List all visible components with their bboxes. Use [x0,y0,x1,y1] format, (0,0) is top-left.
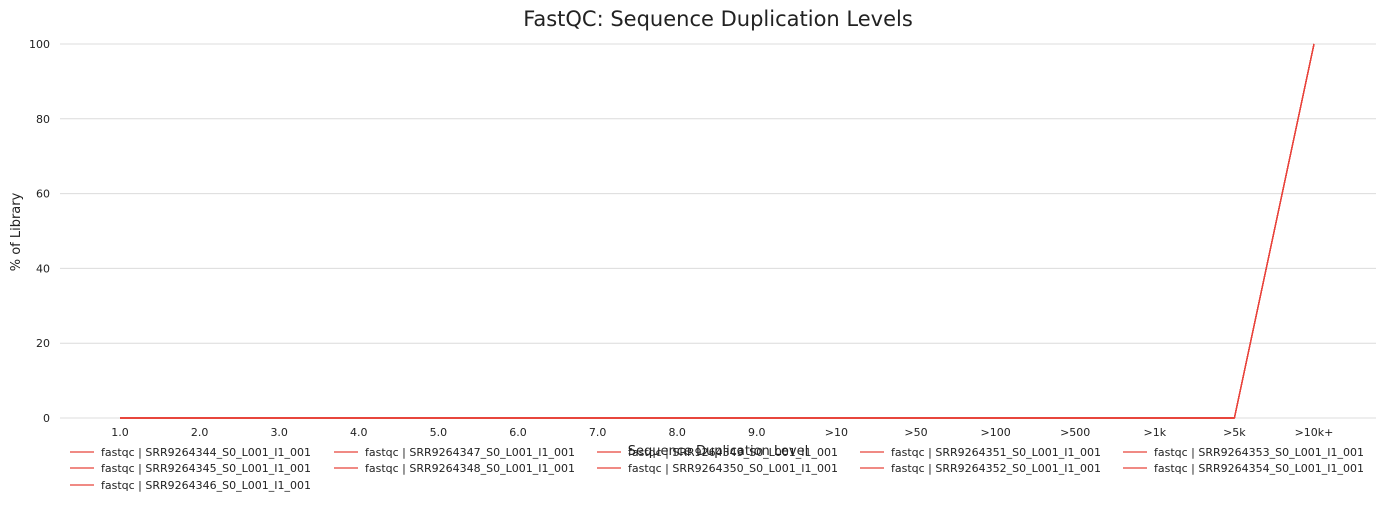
legend-label: fastqc | SRR9264352_S0_L001_I1_001 [891,462,1101,475]
x-tick-label: 8.0 [668,426,686,439]
series-lines [120,43,1315,419]
x-tick-label: 9.0 [748,426,766,439]
legend-item[interactable]: fastqc | SRR9264345_S0_L001_I1_001 [70,462,311,475]
series-line [120,43,1315,419]
legend-label: fastqc | SRR9264344_S0_L001_I1_001 [101,446,311,459]
x-tick-label: 2.0 [191,426,209,439]
x-tick-label: >10k+ [1295,426,1334,439]
series-line [120,43,1315,419]
x-tick-label: >5k [1223,426,1246,439]
x-tick-label: 5.0 [430,426,448,439]
y-tick-label: 20 [36,337,50,350]
x-axis-ticks: 1.0 2.0 3.0 4.0 5.0 6.0 7.0 8.0 9.0 >10 >50 >100 >50… [111,426,1333,439]
x-tick-label: >10 [825,426,848,439]
legend-label: fastqc | SRR9264346_S0_L001_I1_001 [101,479,311,492]
x-tick-label: 6.0 [509,426,527,439]
series-line [120,43,1315,419]
y-tick-label: 100 [29,38,50,51]
legend-label: fastqc | SRR9264350_S0_L001_I1_001 [628,462,838,475]
y-axis-label: % of Library [9,192,24,271]
legend-label: fastqc | SRR9264351_S0_L001_I1_001 [891,446,1101,459]
legend-item[interactable]: fastqc | SRR9264350_S0_L001_I1_001 [597,462,838,475]
series-line [120,43,1315,419]
y-axis-ticks: 0 20 40 60 80 100 [29,38,50,425]
series-line [120,43,1315,419]
legend-label: fastqc | SRR9264345_S0_L001_I1_001 [101,462,311,475]
x-tick-label: >50 [904,426,927,439]
y-tick-label: 80 [36,113,50,126]
series-line [120,43,1315,419]
x-tick-label: 3.0 [270,426,288,439]
chart-title: FastQC: Sequence Duplication Levels [523,7,913,31]
legend-label: fastqc | SRR9264347_S0_L001_I1_001 [365,446,575,459]
legend-label: fastqc | SRR9264354_S0_L001_I1_001 [1154,462,1364,475]
legend-item[interactable]: fastqc | SRR9264349_S0_L001_I1_001 [597,446,838,459]
series-line [120,43,1315,419]
x-axis-label: Sequence Duplication Level [628,444,808,459]
legend-item[interactable]: fastqc | SRR9264347_S0_L001_I1_001 [334,446,575,459]
legend-item[interactable]: fastqc | SRR9264344_S0_L001_I1_001 [70,446,311,459]
legend-item[interactable]: fastqc | SRR9264352_S0_L001_I1_001 [860,462,1101,475]
grid-lines [60,43,1376,419]
x-tick-label: >500 [1060,426,1090,439]
x-tick-label: 7.0 [589,426,607,439]
legend-label: fastqc | SRR9264353_S0_L001_I1_001 [1154,446,1364,459]
series-line [120,43,1315,419]
y-tick-label: 0 [43,412,50,425]
x-tick-label: 4.0 [350,426,368,439]
y-tick-label: 60 [36,188,50,201]
legend-item[interactable]: fastqc | SRR9264354_S0_L001_I1_001 [1123,462,1364,475]
legend-label: fastqc | SRR9264348_S0_L001_I1_001 [365,462,575,475]
y-tick-label: 40 [36,262,50,275]
legend-item[interactable]: fastqc | SRR9264353_S0_L001_I1_001 [1123,446,1364,459]
x-tick-label: >100 [980,426,1010,439]
series-line [120,43,1315,419]
legend-item[interactable]: fastqc | SRR9264351_S0_L001_I1_001 [860,446,1101,459]
x-tick-label: 1.0 [111,426,129,439]
series-line [120,43,1315,419]
legend-item[interactable]: fastqc | SRR9264348_S0_L001_I1_001 [334,462,575,475]
legend: fastqc | SRR9264344_S0_L001_I1_001fastqc… [70,446,1364,492]
legend-label: fastqc | SRR9264349_S0_L001_I1_001 [628,446,838,459]
legend-item[interactable]: fastqc | SRR9264346_S0_L001_I1_001 [70,479,311,492]
x-tick-label: >1k [1144,426,1167,439]
series-line [120,43,1315,419]
